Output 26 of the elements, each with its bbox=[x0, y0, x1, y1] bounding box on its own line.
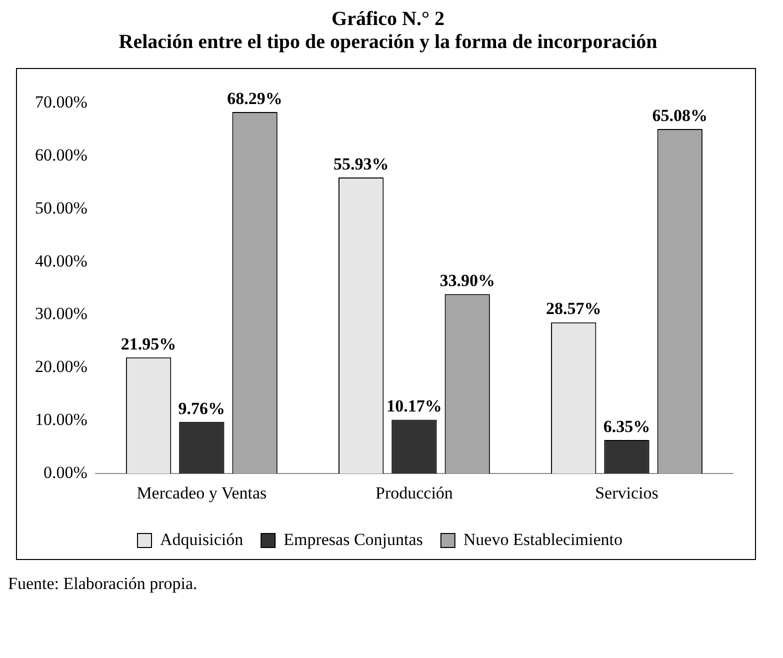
chart-subtitle: Relación entre el tipo de operación y la forma de incorporación bbox=[118, 31, 658, 54]
y-tick-label: 60.00% bbox=[34, 145, 88, 164]
data-label: 33.90% bbox=[440, 271, 495, 290]
data-label: 21.95% bbox=[120, 334, 176, 354]
source-note: Fuente: Elaboración propia. bbox=[8, 574, 198, 594]
y-tick-label: 20.00% bbox=[34, 357, 88, 376]
x-tick-label: Producción bbox=[375, 483, 454, 502]
y-tick-label: 50.00% bbox=[34, 198, 88, 218]
chart-title: Gráfico N.° 2 bbox=[330, 8, 446, 31]
data-label: 68.29% bbox=[227, 88, 282, 108]
legend-label: Nuevo Establecimiento bbox=[463, 530, 622, 549]
data-label: 65.08% bbox=[652, 106, 708, 125]
legend-label: Adquisición bbox=[160, 530, 244, 549]
x-tick-label: Servicios bbox=[595, 483, 658, 502]
data-label: 9.76% bbox=[178, 398, 226, 418]
y-tick-label: 40.00% bbox=[34, 251, 88, 270]
y-tick-label: 30.00% bbox=[34, 304, 88, 324]
data-label: 55.93% bbox=[333, 154, 389, 174]
y-tick-label: 0.00% bbox=[43, 463, 88, 482]
data-label: 10.17% bbox=[386, 396, 442, 416]
legend-label: Empresas Conjuntas bbox=[284, 530, 423, 549]
y-tick-label: 70.00% bbox=[34, 92, 88, 112]
data-label: 6.35% bbox=[603, 416, 650, 436]
y-tick-label: 10.00% bbox=[34, 410, 88, 430]
x-tick-label: Mercadeo y Ventas bbox=[136, 483, 267, 502]
data-label: 28.57% bbox=[546, 299, 602, 318]
